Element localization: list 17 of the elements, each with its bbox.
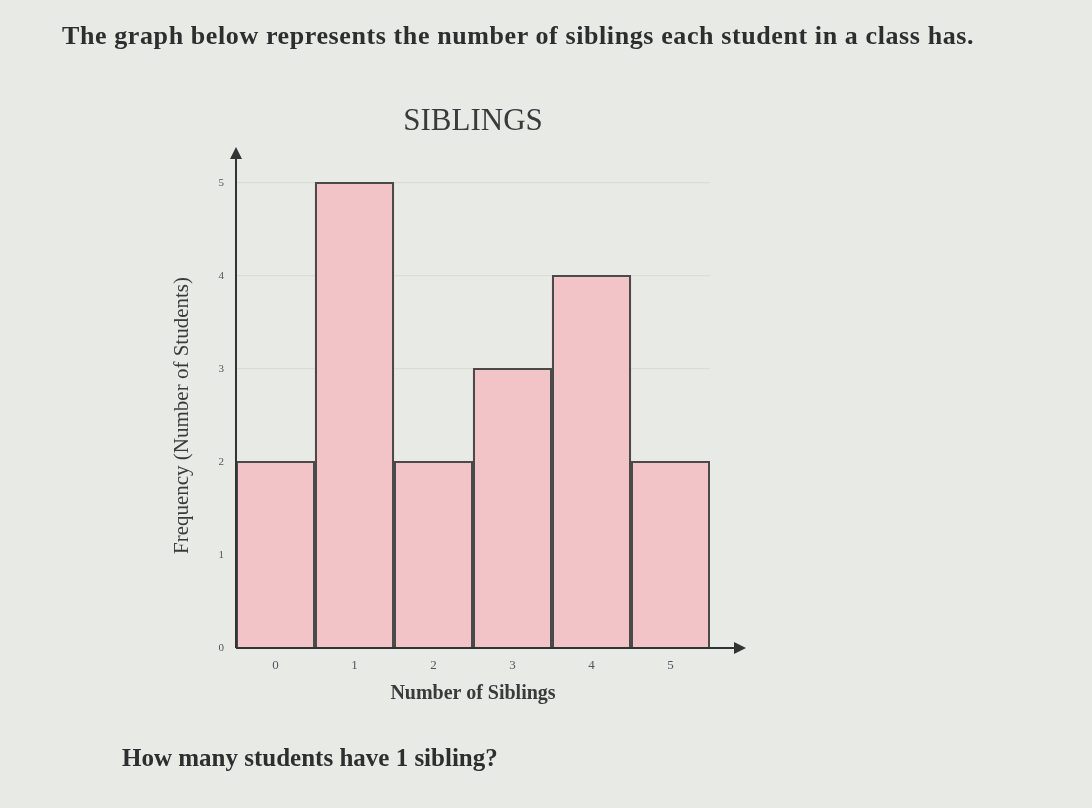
x-tick-label: 5 [667,657,674,673]
x-axis-title: Number of Siblings [390,681,556,705]
text: How many students have 1 sibling? [122,744,498,772]
chart-title: SIBLINGS [403,102,543,138]
x-tick-label: 0 [272,657,279,673]
y-tick-label: 0 [218,640,225,653]
x-tick-label: 1 [351,657,358,673]
y-tick-label: 1 [218,547,224,560]
y-tick-label: 2 [218,454,224,467]
text: The graph below represents the number of siblings each student in a class has. [62,21,975,51]
y-tick-label: 3 [218,361,225,374]
y-tick-label: 4 [218,268,225,281]
y-axis-title: Frequency (Number of Students) [169,276,194,555]
y-tick-label: 5 [218,175,225,188]
x-tick-label: 2 [430,657,437,673]
x-tick-label: 3 [509,657,516,673]
x-tick-label: 4 [588,657,596,673]
